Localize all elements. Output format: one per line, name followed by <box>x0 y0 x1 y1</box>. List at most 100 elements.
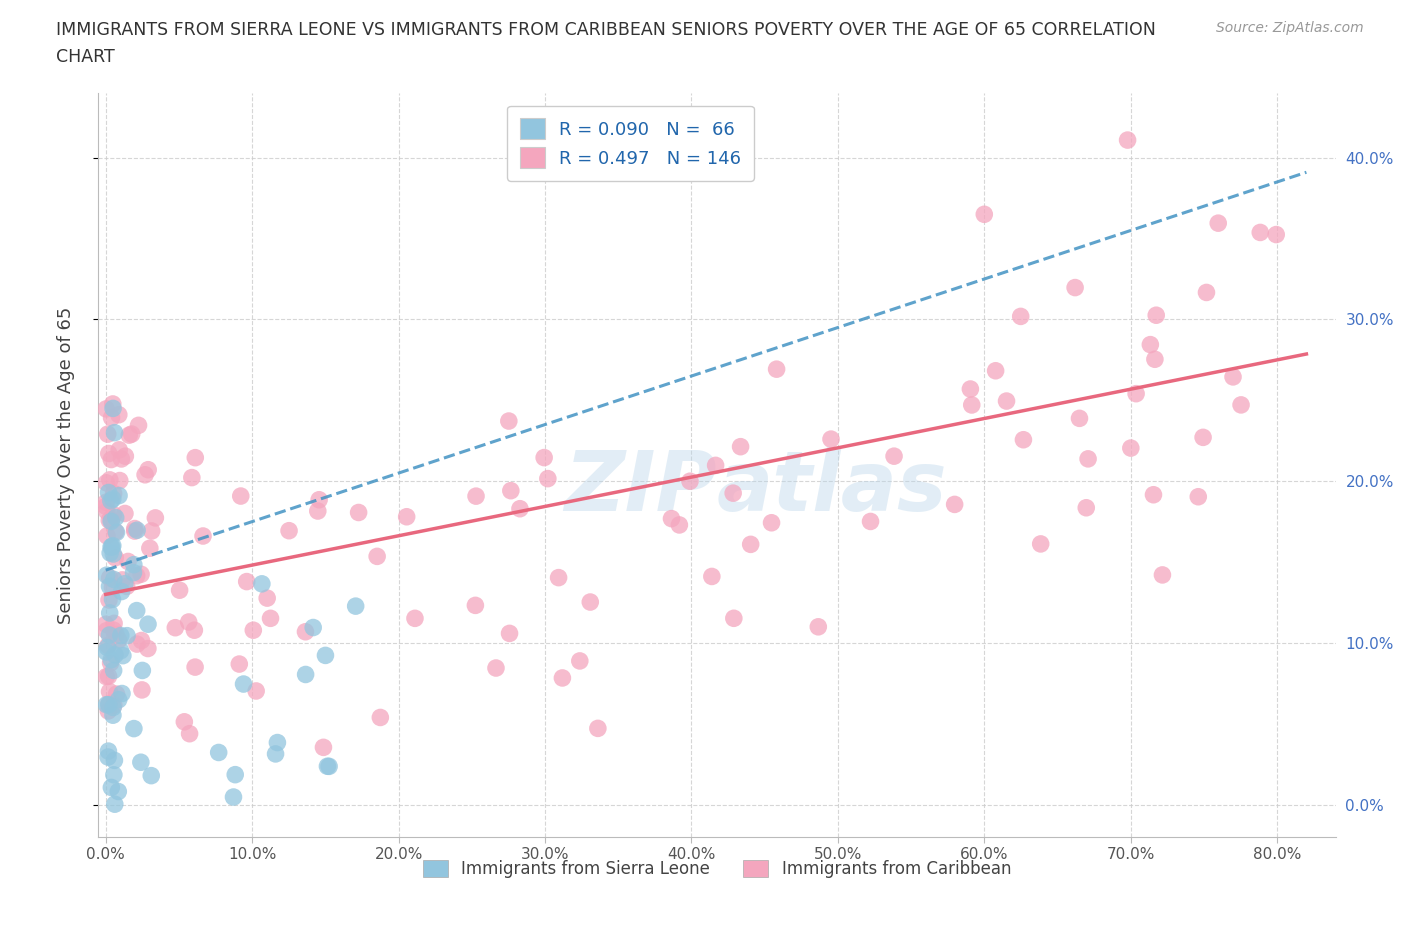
Point <box>464 598 486 613</box>
Point <box>344 599 367 614</box>
Point <box>1206 216 1229 231</box>
Text: IMMIGRANTS FROM SIERRA LEONE VS IMMIGRANTS FROM CARIBBEAN SENIORS POVERTY OVER T: IMMIGRANTS FROM SIERRA LEONE VS IMMIGRAN… <box>56 21 1156 39</box>
Point <box>131 663 153 678</box>
Point <box>94 617 117 631</box>
Point <box>183 623 205 638</box>
Point <box>125 637 148 652</box>
Point <box>229 488 252 503</box>
Point <box>169 583 191 598</box>
Point <box>314 648 336 663</box>
Point <box>108 473 131 488</box>
Point <box>259 611 281 626</box>
Point <box>1119 441 1142 456</box>
Point <box>104 797 127 812</box>
Point <box>100 539 122 554</box>
Point <box>110 451 132 466</box>
Point <box>1125 386 1147 401</box>
Point <box>1139 338 1161 352</box>
Point <box>1142 487 1164 502</box>
Point <box>145 511 167 525</box>
Point <box>807 619 830 634</box>
Point <box>395 510 418 525</box>
Point <box>661 512 683 526</box>
Point <box>96 528 118 543</box>
Point <box>1012 432 1035 447</box>
Point <box>103 507 125 522</box>
Point <box>1029 537 1052 551</box>
Point <box>115 629 138 644</box>
Point <box>100 494 122 509</box>
Point <box>115 579 138 594</box>
Point <box>118 428 141 443</box>
Point <box>307 503 329 518</box>
Point <box>103 425 125 440</box>
Point <box>121 427 143 442</box>
Point <box>110 584 132 599</box>
Text: Source: ZipAtlas.com: Source: ZipAtlas.com <box>1216 21 1364 35</box>
Point <box>105 525 128 540</box>
Point <box>136 641 159 656</box>
Point <box>114 449 136 464</box>
Point <box>97 446 120 461</box>
Point <box>100 512 122 527</box>
Point <box>973 206 995 221</box>
Point <box>96 698 118 712</box>
Point <box>103 767 125 782</box>
Point <box>117 554 139 569</box>
Point <box>101 580 124 595</box>
Point <box>96 475 118 490</box>
Point <box>103 663 125 678</box>
Point <box>1010 309 1032 324</box>
Point <box>883 448 905 463</box>
Point <box>984 364 1007 379</box>
Point <box>98 570 121 585</box>
Point <box>96 640 118 655</box>
Point <box>228 657 250 671</box>
Point <box>96 495 118 510</box>
Point <box>111 686 134 701</box>
Point <box>101 592 124 607</box>
Point <box>97 427 120 442</box>
Point <box>1069 411 1091 426</box>
Point <box>104 647 127 662</box>
Point <box>96 623 118 638</box>
Point <box>184 659 207 674</box>
Point <box>264 747 287 762</box>
Point <box>250 577 273 591</box>
Point <box>1144 308 1167 323</box>
Point <box>465 488 488 503</box>
Point <box>128 418 150 432</box>
Point <box>103 486 125 501</box>
Point <box>110 644 132 658</box>
Point <box>318 759 340 774</box>
Point <box>104 551 127 565</box>
Point <box>704 458 727 472</box>
Point <box>294 667 316 682</box>
Point <box>96 567 118 582</box>
Point <box>136 462 159 477</box>
Point <box>129 566 152 581</box>
Point <box>1143 352 1166 366</box>
Point <box>97 485 120 500</box>
Point <box>96 402 118 417</box>
Point <box>104 511 127 525</box>
Point <box>568 654 591 669</box>
Point <box>224 767 246 782</box>
Point <box>139 541 162 556</box>
Point <box>108 488 131 503</box>
Point <box>127 523 149 538</box>
Point <box>141 768 163 783</box>
Point <box>551 671 574 685</box>
Point <box>103 698 125 712</box>
Point <box>245 684 267 698</box>
Point <box>97 744 120 759</box>
Point <box>107 692 129 707</box>
Point <box>125 568 148 583</box>
Point <box>97 698 120 712</box>
Point <box>294 624 316 639</box>
Point <box>679 473 702 488</box>
Point <box>104 627 127 642</box>
Point <box>1064 280 1087 295</box>
Point <box>98 605 121 620</box>
Point <box>820 432 842 446</box>
